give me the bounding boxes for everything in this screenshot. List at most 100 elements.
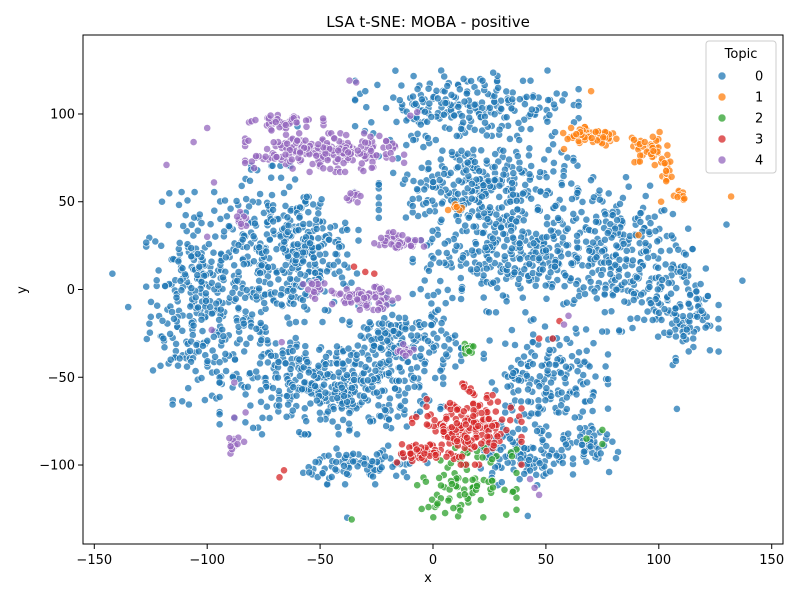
scatter-point-topic-0 <box>413 129 422 138</box>
scatter-point-topic-0 <box>437 326 446 335</box>
scatter-point-topic-3 <box>498 415 506 424</box>
scatter-point-topic-0 <box>341 480 349 489</box>
scatter-point-topic-0 <box>142 238 151 247</box>
scatter-point-topic-0 <box>553 276 562 284</box>
scatter-point-topic-3 <box>398 440 406 449</box>
scatter-point-topic-0 <box>321 360 330 369</box>
scatter-point-topic-0 <box>285 182 294 191</box>
scatter-point-topic-0 <box>485 255 494 264</box>
scatter-point-topic-0 <box>210 188 219 196</box>
scatter-point-topic-0 <box>653 237 662 246</box>
scatter-point-topic-0 <box>300 404 309 413</box>
scatter-point-topic-0 <box>256 386 265 395</box>
scatter-point-topic-0 <box>209 332 218 341</box>
scatter-point-topic-0 <box>211 352 219 361</box>
scatter-point-topic-0 <box>520 352 528 361</box>
scatter-point-topic-4 <box>352 78 361 87</box>
scatter-point-topic-4 <box>281 121 290 129</box>
scatter-point-topic-0 <box>235 335 244 344</box>
scatter-point-topic-2 <box>421 477 430 486</box>
scatter-point-topic-0 <box>676 267 685 276</box>
scatter-point-topic-0 <box>388 310 397 319</box>
scatter-point-topic-4 <box>371 293 380 302</box>
scatter-point-topic-0 <box>252 324 261 333</box>
scatter-point-topic-0 <box>635 265 644 274</box>
scatter-point-topic-0 <box>361 87 370 96</box>
scatter-point-topic-0 <box>665 246 674 255</box>
scatter-point-topic-4 <box>342 131 351 139</box>
scatter-point-topic-0 <box>644 253 652 262</box>
scatter-point-topic-0 <box>537 361 546 370</box>
scatter-point-topic-1 <box>660 159 669 168</box>
scatter-point-topic-3 <box>471 460 479 469</box>
scatter-point-topic-0 <box>498 291 507 300</box>
scatter-point-topic-2 <box>512 468 521 477</box>
scatter-point-topic-0 <box>281 261 290 269</box>
scatter-point-topic-0 <box>673 404 681 413</box>
scatter-point-topic-2 <box>437 481 445 490</box>
scatter-point-topic-0 <box>257 336 266 345</box>
scatter-point-topic-4 <box>535 490 543 499</box>
scatter-point-topic-3 <box>461 420 470 429</box>
scatter-point-topic-0 <box>348 384 356 392</box>
scatter-point-topic-0 <box>505 155 513 164</box>
scatter-point-topic-0 <box>289 286 298 295</box>
scatter-point-topic-4 <box>272 153 281 161</box>
scatter-point-topic-2 <box>512 505 521 514</box>
scatter-point-topic-0 <box>544 431 553 440</box>
scatter-point-topic-0 <box>349 457 358 466</box>
scatter-point-topic-4 <box>400 158 408 167</box>
scatter-point-topic-0 <box>622 246 631 255</box>
scatter-point-topic-0 <box>467 194 476 203</box>
scatter-point-topic-0 <box>216 305 225 314</box>
scatter-point-topic-0 <box>587 176 595 185</box>
scatter-point-topic-2 <box>469 342 478 351</box>
scatter-point-topic-0 <box>470 100 479 109</box>
scatter-point-topic-0 <box>482 156 491 165</box>
scatter-point-topic-0 <box>628 324 637 332</box>
scatter-point-topic-2 <box>456 506 465 515</box>
scatter-point-topic-0 <box>679 332 688 341</box>
scatter-point-topic-4 <box>367 146 375 155</box>
scatter-point-topic-0 <box>331 250 340 258</box>
scatter-point-topic-0 <box>175 354 184 363</box>
scatter-point-topic-0 <box>152 276 161 285</box>
scatter-point-topic-0 <box>385 394 394 403</box>
scatter-point-topic-0 <box>604 258 613 267</box>
scatter-point-topic-4 <box>327 286 336 295</box>
scatter-point-topic-0 <box>314 234 323 243</box>
scatter-point-topic-0 <box>557 369 565 377</box>
scatter-point-topic-0 <box>333 342 341 351</box>
scatter-point-topic-0 <box>509 369 518 377</box>
scatter-point-topic-4 <box>269 138 278 147</box>
scatter-point-topic-0 <box>496 445 505 454</box>
scatter-point-topic-3 <box>350 262 358 271</box>
scatter-point-topic-0 <box>417 163 426 172</box>
scatter-point-topic-0 <box>641 192 650 200</box>
scatter-point-topic-4 <box>233 212 241 221</box>
scatter-point-topic-0 <box>636 209 645 218</box>
scatter-point-topic-0 <box>515 239 524 248</box>
scatter-point-topic-0 <box>193 271 202 280</box>
scatter-point-topic-0 <box>444 335 453 344</box>
scatter-point-topic-0 <box>620 278 629 287</box>
scatter-point-topic-0 <box>424 266 433 275</box>
scatter-point-topic-0 <box>183 196 192 205</box>
scatter-point-topic-3 <box>406 449 415 458</box>
scatter-point-topic-2 <box>488 455 496 464</box>
scatter-point-topic-0 <box>416 407 424 416</box>
scatter-point-topic-0 <box>616 199 624 208</box>
scatter-point-topic-0 <box>640 315 649 324</box>
scatter-point-topic-0 <box>515 136 524 144</box>
scatter-point-topic-0 <box>384 415 393 424</box>
scatter-point-topic-0 <box>492 250 501 259</box>
scatter-point-topic-0 <box>191 367 200 375</box>
scatter-point-topic-0 <box>576 424 584 433</box>
scatter-point-topic-0 <box>684 224 693 233</box>
scatter-point-topic-3 <box>439 427 448 436</box>
scatter-point-topic-0 <box>562 405 571 413</box>
scatter-point-topic-3 <box>422 402 431 411</box>
scatter-point-topic-0 <box>249 232 258 241</box>
scatter-point-topic-0 <box>283 213 292 222</box>
scatter-point-topic-0 <box>462 166 471 175</box>
